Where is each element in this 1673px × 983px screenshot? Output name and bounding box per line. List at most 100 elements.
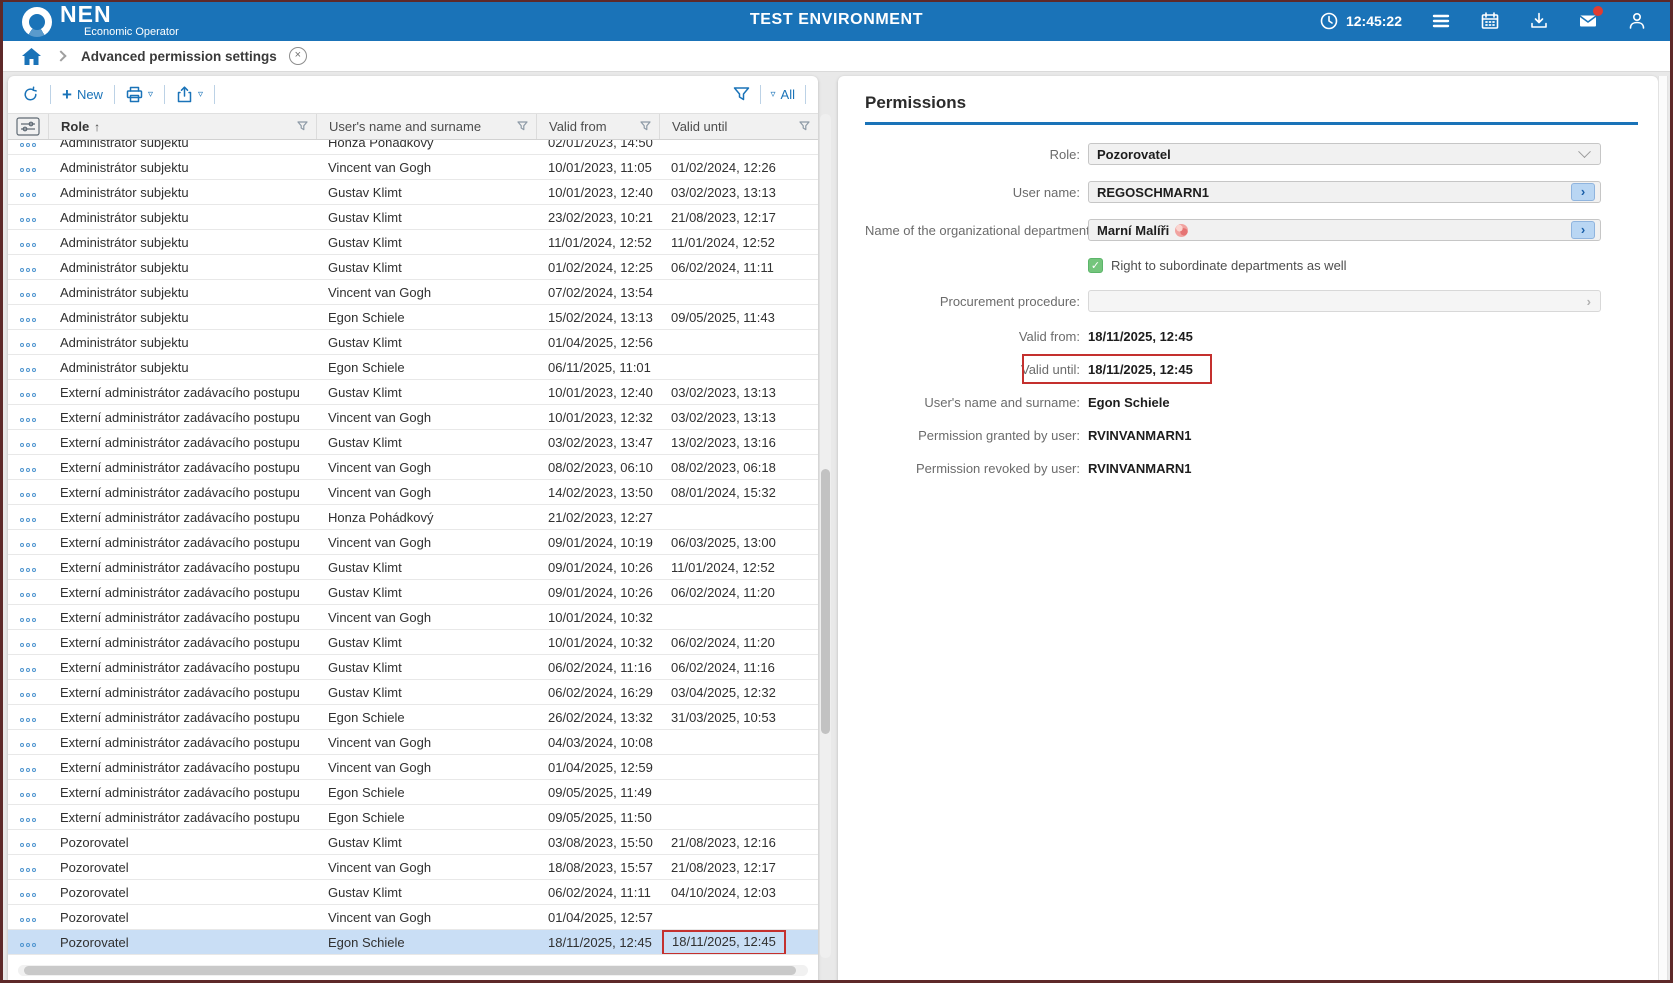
table-row[interactable]: Pozorovatel Egon Schiele 18/11/2025, 12:…: [8, 930, 818, 955]
row-options-button[interactable]: [8, 405, 48, 429]
vertical-scrollbar[interactable]: [820, 114, 831, 958]
table-row[interactable]: Externí administrátor zadávacího postupu…: [8, 530, 818, 555]
table-row[interactable]: Externí administrátor zadávacího postupu…: [8, 680, 818, 705]
row-options-button[interactable]: [8, 905, 48, 929]
filter-all-button[interactable]: ▿ All: [771, 87, 795, 102]
row-options-button[interactable]: [8, 855, 48, 879]
table-row[interactable]: Externí administrátor zadávacího postupu…: [8, 405, 818, 430]
table-row[interactable]: Administrátor subjektu Vincent van Gogh …: [8, 280, 818, 305]
row-options-button[interactable]: [8, 505, 48, 529]
table-row[interactable]: Administrátor subjektu Vincent van Gogh …: [8, 155, 818, 180]
table-row[interactable]: Externí administrátor zadávacího postupu…: [8, 655, 818, 680]
table-row[interactable]: Administrátor subjektu Egon Schiele 06/1…: [8, 355, 818, 380]
column-header-user[interactable]: User's name and surname: [316, 114, 536, 139]
table-row[interactable]: Externí administrátor zadávacího postupu…: [8, 630, 818, 655]
download-icon[interactable]: [1529, 11, 1549, 31]
open-user-button[interactable]: ›: [1571, 183, 1595, 201]
user-icon[interactable]: [1627, 11, 1647, 31]
table-row[interactable]: Administrátor subjektu Gustav Klimt 23/0…: [8, 205, 818, 230]
user-name-field[interactable]: REGOSCHMARN1 ›: [1088, 181, 1601, 203]
row-options-button[interactable]: [8, 430, 48, 454]
table-row[interactable]: Externí administrátor zadávacího postupu…: [8, 780, 818, 805]
table-row[interactable]: Externí administrátor zadávacího postupu…: [8, 805, 818, 830]
row-options-button[interactable]: [8, 255, 48, 279]
filter-funnel-icon[interactable]: [799, 120, 810, 133]
row-options-button[interactable]: [8, 155, 48, 179]
table-row[interactable]: Administrátor subjektu Egon Schiele 15/0…: [8, 305, 818, 330]
column-header-role[interactable]: Role ↑: [48, 114, 316, 139]
row-options-button[interactable]: [8, 455, 48, 479]
table-row[interactable]: Externí administrátor zadávacího postupu…: [8, 505, 818, 530]
menu-icon[interactable]: [1431, 11, 1451, 31]
table-row[interactable]: Externí administrátor zadávacího postupu…: [8, 380, 818, 405]
close-tab-button[interactable]: ×: [288, 47, 307, 65]
subordinate-checkbox[interactable]: ✓: [1088, 257, 1103, 273]
table-row[interactable]: Externí administrátor zadávacího postupu…: [8, 730, 818, 755]
filter-funnel-icon[interactable]: [517, 120, 528, 133]
horizontal-scrollbar-thumb[interactable]: [24, 966, 796, 975]
row-options-button[interactable]: [8, 655, 48, 679]
horizontal-scrollbar[interactable]: [18, 965, 808, 976]
row-options-button[interactable]: [8, 805, 48, 829]
home-icon[interactable]: [22, 47, 41, 65]
table-row[interactable]: Externí administrátor zadávacího postupu…: [8, 555, 818, 580]
table-row[interactable]: Pozorovatel Vincent van Gogh 18/08/2023,…: [8, 855, 818, 880]
department-field[interactable]: Marní Malíři ›: [1088, 219, 1601, 241]
row-options-button[interactable]: [8, 830, 48, 854]
table-row[interactable]: Externí administrátor zadávacího postupu…: [8, 755, 818, 780]
open-department-button[interactable]: ›: [1571, 221, 1595, 239]
row-options-button[interactable]: [8, 930, 48, 954]
table-row[interactable]: Administrátor subjektu Gustav Klimt 11/0…: [8, 230, 818, 255]
filter-button[interactable]: [733, 86, 750, 103]
row-options-button[interactable]: [8, 605, 48, 629]
filter-funnel-icon[interactable]: [640, 120, 651, 133]
row-options-button[interactable]: [8, 630, 48, 654]
row-options-button[interactable]: [8, 555, 48, 579]
panel-scrollbar[interactable]: [1658, 76, 1668, 983]
vertical-scrollbar-thumb[interactable]: [821, 469, 830, 734]
row-options-button[interactable]: [8, 480, 48, 504]
table-row[interactable]: Pozorovatel Vincent van Gogh 01/04/2025,…: [8, 905, 818, 930]
row-options-button[interactable]: [8, 180, 48, 204]
row-options-button[interactable]: [8, 380, 48, 404]
table-row[interactable]: Administrátor subjektu Gustav Klimt 01/0…: [8, 255, 818, 280]
row-options-button[interactable]: [8, 230, 48, 254]
row-options-button[interactable]: [8, 355, 48, 379]
row-options-button[interactable]: [8, 730, 48, 754]
table-row[interactable]: Externí administrátor zadávacího postupu…: [8, 430, 818, 455]
table-row[interactable]: Externí administrátor zadávacího postupu…: [8, 455, 818, 480]
table-row[interactable]: Administrátor subjektu Gustav Klimt 10/0…: [8, 180, 818, 205]
role-select[interactable]: Pozorovatel: [1088, 143, 1601, 165]
row-options-button[interactable]: [8, 680, 48, 704]
row-options-button[interactable]: [8, 205, 48, 229]
row-options-button[interactable]: [8, 780, 48, 804]
filter-funnel-icon[interactable]: [297, 120, 308, 133]
row-options-button[interactable]: [8, 755, 48, 779]
row-options-button[interactable]: [8, 880, 48, 904]
table-row[interactable]: Administrátor subjektu Gustav Klimt 01/0…: [8, 330, 818, 355]
column-header-valid-from[interactable]: Valid from: [536, 114, 659, 139]
calendar-icon[interactable]: [1480, 11, 1500, 31]
refresh-button[interactable]: [22, 86, 39, 103]
table-row[interactable]: Externí administrátor zadávacího postupu…: [8, 580, 818, 605]
column-header-valid-until[interactable]: Valid until: [659, 114, 818, 139]
new-button[interactable]: + New: [62, 86, 103, 103]
row-options-button[interactable]: [8, 705, 48, 729]
table-row[interactable]: Externí administrátor zadávacího postupu…: [8, 480, 818, 505]
row-options-button[interactable]: [8, 305, 48, 329]
row-options-button[interactable]: [8, 580, 48, 604]
print-button[interactable]: ▿: [126, 86, 153, 103]
row-options-button[interactable]: [8, 530, 48, 554]
table-row[interactable]: Externí administrátor zadávacího postupu…: [8, 605, 818, 630]
table-row[interactable]: Pozorovatel Gustav Klimt 06/02/2024, 11:…: [8, 880, 818, 905]
mail-button[interactable]: [1578, 5, 1603, 31]
procurement-field[interactable]: ›: [1088, 290, 1601, 312]
brand[interactable]: NEN Economic Operator: [22, 3, 179, 38]
table-row[interactable]: Pozorovatel Gustav Klimt 03/08/2023, 15:…: [8, 830, 818, 855]
table-row[interactable]: Externí administrátor zadávacího postupu…: [8, 705, 818, 730]
row-options-button[interactable]: [8, 280, 48, 304]
export-button[interactable]: ▿: [176, 86, 203, 103]
column-chooser-button[interactable]: [8, 114, 48, 139]
row-options-button[interactable]: [8, 330, 48, 354]
row-options-button[interactable]: [8, 140, 48, 154]
